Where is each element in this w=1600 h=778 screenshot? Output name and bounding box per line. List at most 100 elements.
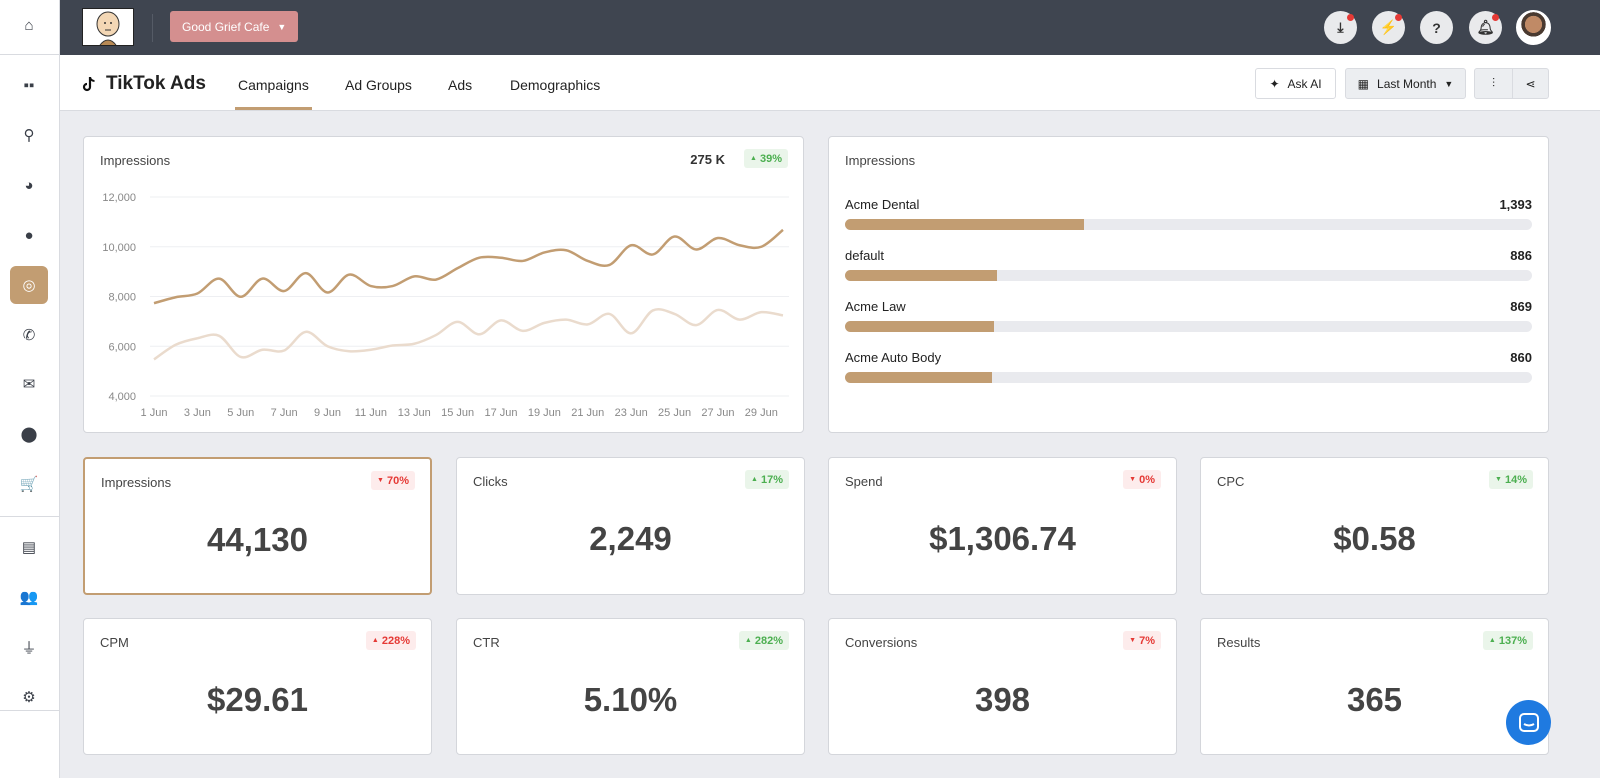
tab-ads[interactable]: Ads xyxy=(448,77,473,93)
change-badge: ▲ 39% xyxy=(744,149,788,168)
change-value: 39% xyxy=(759,152,782,165)
kpi-card-impressions[interactable]: Impressions ▼ 70% 44,130 xyxy=(83,457,432,595)
dashboard-grid-icon[interactable]: ▪▪ xyxy=(23,76,35,94)
search-icon[interactable]: ⚲ xyxy=(23,127,35,144)
y-tick-label: 10,000 xyxy=(102,242,136,254)
users-icon[interactable]: 👥 xyxy=(19,589,39,606)
bar-track xyxy=(845,219,1532,230)
kpi-label: Conversions xyxy=(845,635,918,650)
row-value: 860 xyxy=(1510,350,1532,365)
arrow-up-icon: ▲ xyxy=(750,155,757,162)
kpi-card-results[interactable]: Results ▲ 137% 365 xyxy=(1200,618,1549,755)
home-icon[interactable]: ⌂ xyxy=(24,16,34,34)
date-range-dropdown[interactable]: ▦ Last Month ▼ xyxy=(1345,68,1466,99)
x-tick-label: 17 Jun xyxy=(485,407,518,419)
change-value: 70% xyxy=(386,474,409,487)
kpi-label: Clicks xyxy=(473,474,508,489)
location-pin-icon[interactable]: ⬤ xyxy=(20,426,38,443)
kpi-value: 44,130 xyxy=(207,521,308,558)
help-icon[interactable]: ? xyxy=(1420,11,1453,44)
series-line-2 xyxy=(153,308,784,361)
phone-icon[interactable]: ✆ xyxy=(22,327,36,344)
bar-track xyxy=(845,270,1532,281)
x-tick-label: 15 Jun xyxy=(441,407,474,419)
share-button[interactable]: ⋖ xyxy=(1512,68,1549,99)
bar-track xyxy=(845,321,1532,332)
kpi-card-spend[interactable]: Spend ▼ 0% $1,306.74 xyxy=(828,457,1177,595)
kpi-value: 398 xyxy=(974,681,1031,718)
change-badge: ▼ 14% xyxy=(1489,470,1533,489)
ads-target-icon[interactable]: ◎ xyxy=(10,266,48,304)
change-badge: ▼ 70% xyxy=(371,471,415,490)
change-value: 228% xyxy=(381,634,410,647)
download-folder-icon[interactable]: ⤓ xyxy=(1324,11,1357,44)
kpi-card-cpm[interactable]: CPM ▲ 228% $29.61 xyxy=(83,618,432,755)
x-tick-label: 7 Jun xyxy=(271,407,298,419)
y-tick-label: 8,000 xyxy=(108,292,136,304)
ask-ai-label: Ask AI xyxy=(1287,76,1322,91)
divider xyxy=(0,54,60,55)
kpi-card-ctr[interactable]: CTR ▲ 282% 5.10% xyxy=(456,618,805,755)
kpi-value: $29.61 xyxy=(207,681,308,718)
change-badge: ▼ 7% xyxy=(1123,631,1161,650)
pie-chart-icon[interactable]: ◕ xyxy=(24,176,34,194)
x-tick-label: 27 Jun xyxy=(701,407,734,419)
arrow-down-icon: ▼ xyxy=(1495,476,1502,483)
arrow-up-icon: ▲ xyxy=(371,637,379,644)
change-badge: ▼ 0% xyxy=(1123,470,1161,489)
change-badge: ▲ 17% xyxy=(745,470,789,489)
kpi-card-clicks[interactable]: Clicks ▲ 17% 2,249 xyxy=(456,457,805,595)
help-glyph: ? xyxy=(1432,19,1441,36)
date-range-label: Last Month xyxy=(1377,76,1437,91)
divider xyxy=(152,14,153,42)
sparkle-icon: ✦ xyxy=(1269,76,1280,91)
change-value: 0% xyxy=(1139,473,1155,486)
tab-ad-groups[interactable]: Ad Groups xyxy=(345,77,412,93)
kpi-label: CPC xyxy=(1217,474,1245,489)
chart-title: Impressions xyxy=(100,153,171,168)
calendar-icon: ▦ xyxy=(1357,76,1370,91)
x-tick-label: 3 Jun xyxy=(184,407,211,419)
kpi-label: CTR xyxy=(473,635,500,650)
page-header: TikTok Ads Campaigns Ad Groups Ads Demog… xyxy=(60,55,1600,111)
chat-icon[interactable]: ● xyxy=(24,226,34,244)
envelope-icon[interactable]: ✉ xyxy=(22,376,36,393)
report-file-icon[interactable]: ▤ xyxy=(21,539,37,556)
y-tick-label: 12,000 xyxy=(102,192,136,204)
caret-down-icon: ▼ xyxy=(1444,78,1454,89)
arrow-up-icon: ▲ xyxy=(751,476,758,483)
plug-icon[interactable]: ⏚ xyxy=(21,639,37,657)
y-tick-label: 4,000 xyxy=(108,391,136,403)
tab-campaigns[interactable]: Campaigns xyxy=(235,77,312,110)
kpi-value: 5.10% xyxy=(583,681,678,718)
impressions-breakdown-card: Impressions Acme Dental 1,393 default 886 Ac… xyxy=(828,136,1549,433)
share-icon: ⋖ xyxy=(1525,76,1536,91)
divider xyxy=(0,516,60,517)
lightning-icon[interactable]: ⚡ xyxy=(1372,11,1405,44)
row-label: Acme Law xyxy=(845,299,906,314)
company-logo[interactable] xyxy=(82,8,134,46)
tab-demographics[interactable]: Demographics xyxy=(510,77,601,93)
change-value: 17% xyxy=(760,473,783,486)
impressions-chart-card: Impressions 275 K ▲ 39% 12,000 10,000 8,000… xyxy=(83,136,804,433)
change-value: 137% xyxy=(1498,634,1527,647)
row-label: default xyxy=(845,248,885,263)
kpi-card-cpc[interactable]: CPC ▼ 14% $0.58 xyxy=(1200,457,1549,595)
x-tick-label: 23 Jun xyxy=(615,407,648,419)
kpi-label: CPM xyxy=(100,635,129,650)
filter-settings-button[interactable]: ⫶ xyxy=(1474,68,1513,99)
ask-ai-button[interactable]: ✦ Ask AI xyxy=(1255,68,1336,99)
bell-icon[interactable]: 🔔︎ xyxy=(1469,11,1502,44)
kpi-value: 365 xyxy=(1346,681,1403,718)
arrow-down-icon: ▼ xyxy=(1129,637,1137,644)
kpi-label: Spend xyxy=(845,474,883,489)
kpi-label: Impressions xyxy=(101,475,172,490)
kpi-value: $0.58 xyxy=(1333,520,1416,557)
gear-icon[interactable]: ⚙ xyxy=(22,689,36,706)
user-avatar[interactable] xyxy=(1516,10,1551,45)
client-selector[interactable]: Good Grief Cafe ▼ xyxy=(170,11,299,42)
cart-icon[interactable]: 🛒 xyxy=(19,476,39,493)
kpi-card-conversions[interactable]: Conversions ▼ 7% 398 xyxy=(828,618,1177,755)
title-text: TikTok Ads xyxy=(106,73,206,94)
chat-launcher-button[interactable] xyxy=(1506,700,1551,745)
